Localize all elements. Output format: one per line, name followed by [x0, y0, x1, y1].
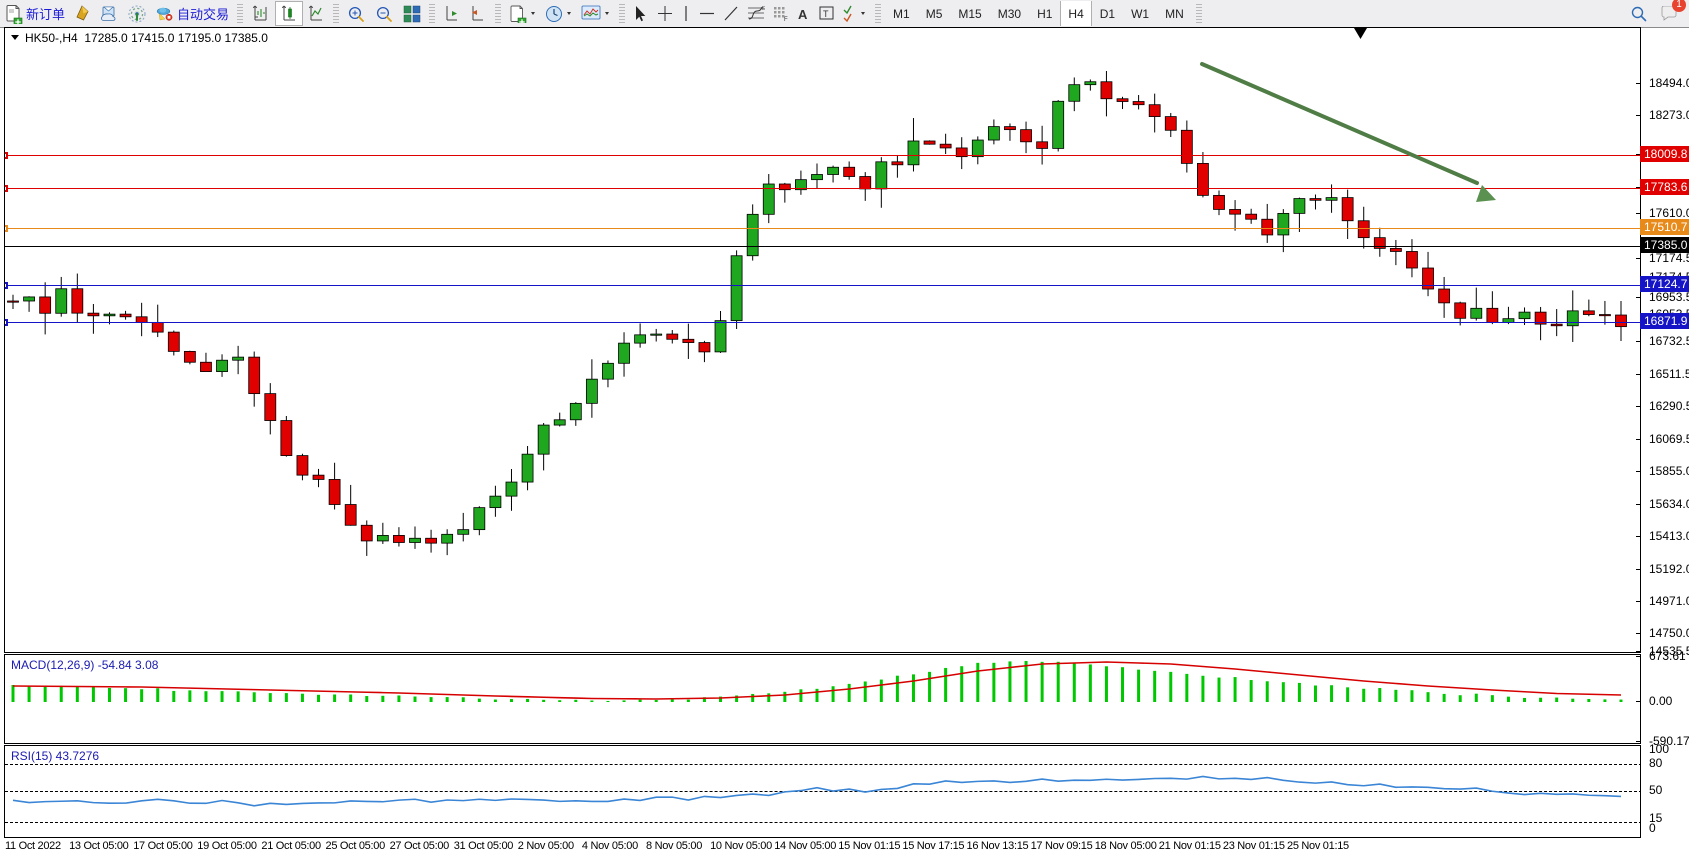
svg-text:F: F — [784, 17, 788, 23]
svg-text:A: A — [798, 7, 808, 22]
svg-text:T: T — [823, 9, 829, 19]
svg-text:E: E — [762, 6, 765, 12]
